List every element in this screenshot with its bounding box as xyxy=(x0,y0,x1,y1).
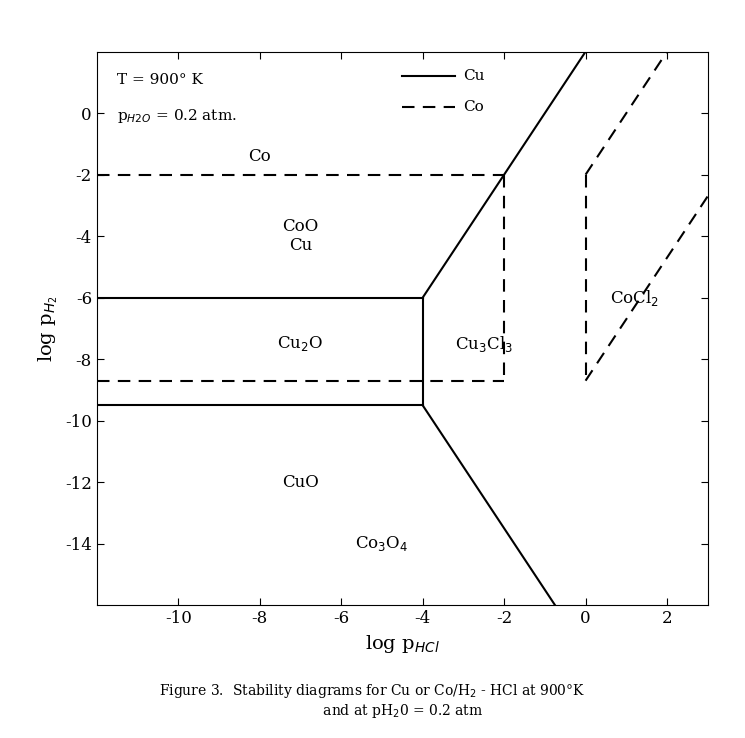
Text: CuO: CuO xyxy=(282,474,319,491)
Text: Figure 3.  Stability diagrams for Cu or Co/H$_2$ - HCl at 900°K
              an: Figure 3. Stability diagrams for Cu or C… xyxy=(159,682,586,720)
Text: Cu: Cu xyxy=(463,69,485,83)
Text: T = 900° K: T = 900° K xyxy=(117,73,203,87)
Text: Co: Co xyxy=(248,148,271,165)
Text: Co: Co xyxy=(463,100,484,114)
Text: CoO
Cu: CoO Cu xyxy=(282,218,319,255)
Text: Cu$_2$O: Cu$_2$O xyxy=(277,334,323,354)
Text: Cu$_3$Cl$_3$: Cu$_3$Cl$_3$ xyxy=(454,334,513,354)
Text: CoCl$_2$: CoCl$_2$ xyxy=(610,288,659,308)
Y-axis label: log p$_{H_2}$: log p$_{H_2}$ xyxy=(36,295,60,362)
Text: Co$_3$O$_4$: Co$_3$O$_4$ xyxy=(355,534,408,554)
X-axis label: log p$_{HCl}$: log p$_{HCl}$ xyxy=(365,632,440,655)
Text: p$_{H2O}$ = 0.2 atm.: p$_{H2O}$ = 0.2 atm. xyxy=(117,107,237,125)
